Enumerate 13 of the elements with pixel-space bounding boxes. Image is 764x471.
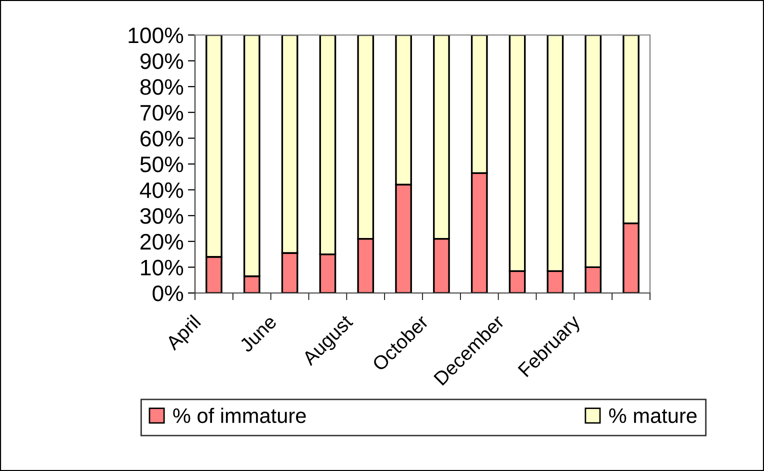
y-tick-label: 90%	[140, 53, 184, 70]
y-tick-label: 60%	[140, 130, 184, 146]
y-tick-label: 100%	[128, 28, 184, 44]
y-tick-label: 0%	[152, 286, 184, 302]
y-tick-label: 80%	[140, 79, 184, 95]
y-tick-label: 30%	[140, 208, 184, 224]
y-tick-label: 40%	[140, 182, 184, 198]
y-tick-label: 20%	[140, 234, 184, 250]
y-tick-label: 50%	[140, 156, 184, 172]
y-tick-label: 70%	[140, 104, 184, 121]
legend-label: % mature	[609, 408, 697, 424]
legend-label: % of immature	[173, 408, 306, 424]
y-tick-label: 10%	[141, 260, 184, 276]
